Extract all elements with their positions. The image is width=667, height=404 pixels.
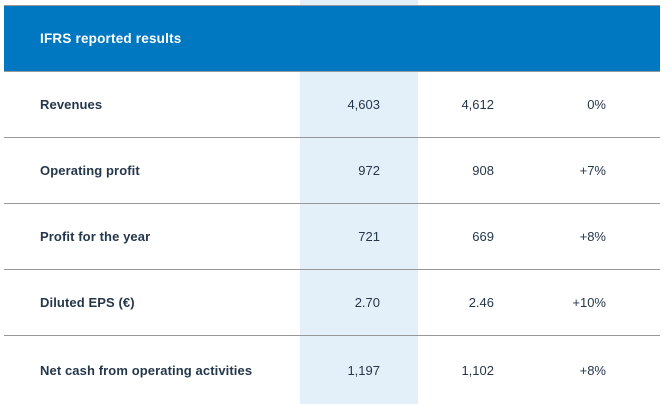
value-current: 4,603 xyxy=(347,97,380,112)
table-row: Profit for the year 721 669 +8% xyxy=(4,204,660,270)
table-row: Revenues 4,603 4,612 0% xyxy=(4,72,660,138)
table-row: Diluted EPS (€) 2.70 2.46 +10% xyxy=(4,270,660,336)
table-header-bar: IFRS reported results xyxy=(4,5,660,72)
value-current: 972 xyxy=(358,163,380,178)
value-change: +8% xyxy=(579,229,606,244)
row-label: Profit for the year xyxy=(40,229,151,244)
value-current: 1,197 xyxy=(347,362,380,378)
row-label: Operating profit xyxy=(40,163,140,178)
value-change: +8% xyxy=(579,362,606,378)
value-prior: 2.46 xyxy=(468,295,494,310)
value-current: 2.70 xyxy=(354,295,380,310)
row-label: Revenues xyxy=(40,97,103,112)
value-prior: 908 xyxy=(472,163,494,178)
value-prior: 1,102 xyxy=(461,362,494,378)
row-label: Net cash from operating activities xyxy=(40,362,253,378)
value-prior: 4,612 xyxy=(461,97,494,112)
results-table: Revenues 4,603 4,612 0% Operating profit 972 9… xyxy=(4,72,660,404)
table-row: Net cash from operating activities 1,197 1… xyxy=(4,336,660,404)
table-title: IFRS reported results xyxy=(40,31,182,46)
table-row: Operating profit 972 908 +7% xyxy=(4,138,660,204)
row-label: Diluted EPS (€) xyxy=(40,295,135,310)
value-change: +7% xyxy=(579,163,606,178)
value-current: 721 xyxy=(358,229,380,244)
value-change: +10% xyxy=(572,295,606,310)
value-prior: 669 xyxy=(472,229,494,244)
value-change: 0% xyxy=(587,97,606,112)
